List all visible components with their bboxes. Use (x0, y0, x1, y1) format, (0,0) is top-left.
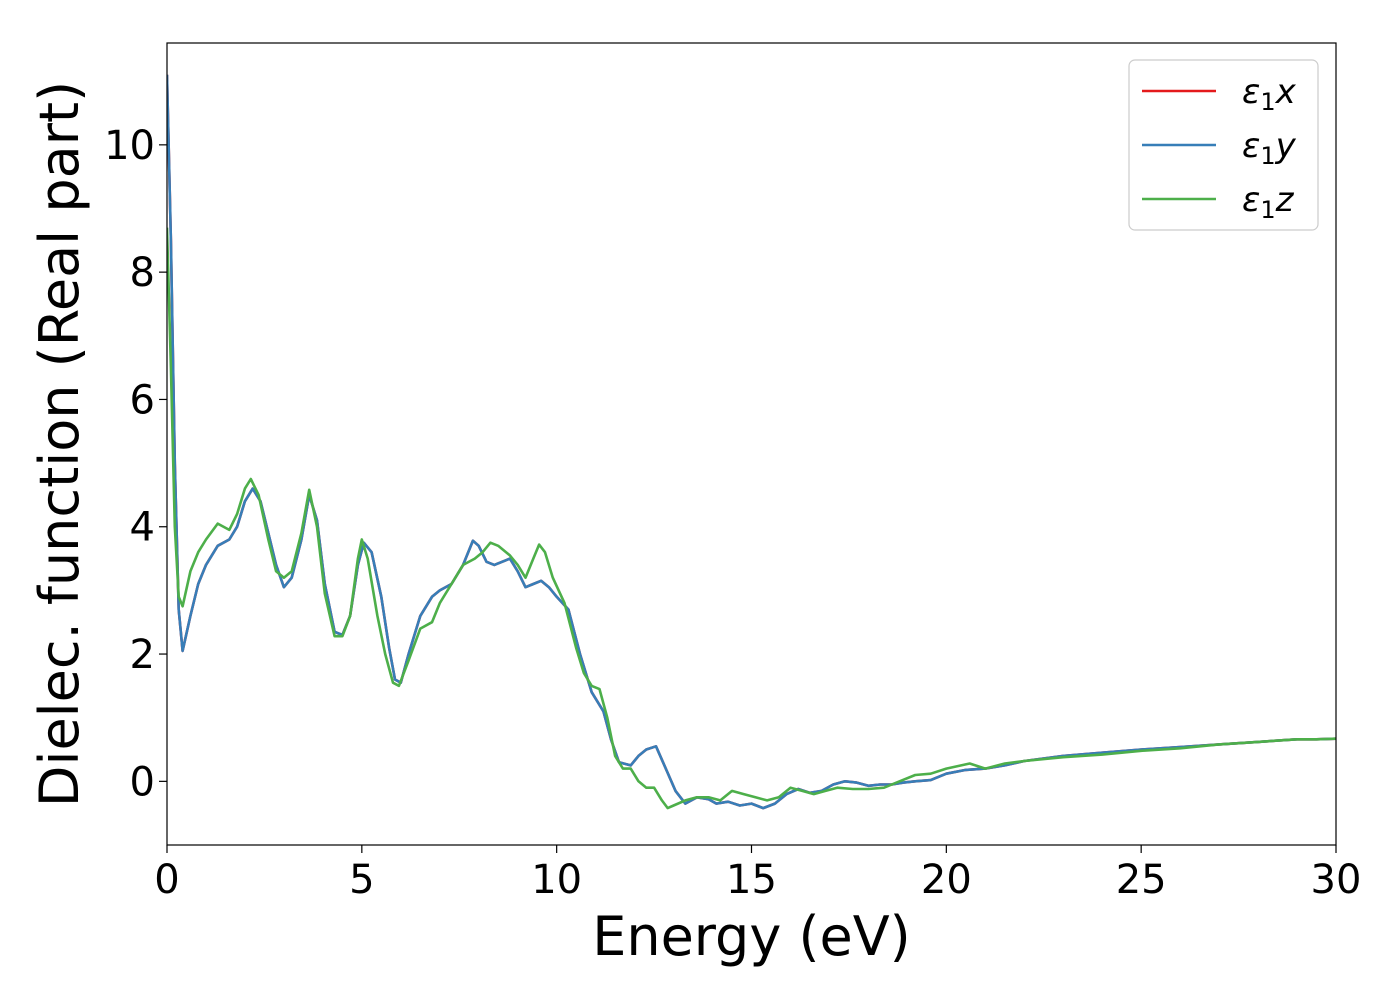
y-tick-label: 10 (104, 123, 155, 169)
legend-label-y: ε1y (1242, 126, 1297, 170)
y-tick-label: 2 (130, 632, 155, 678)
x-tick-label: 30 (1311, 857, 1362, 903)
y-tick-label: 8 (130, 250, 155, 296)
y-tick-label: 0 (130, 759, 155, 805)
x-tick-label: 10 (531, 857, 582, 903)
y-axis-title: Dielec. function (Real part) (28, 81, 91, 807)
x-tick-label: 20 (921, 857, 972, 903)
legend-box (1128, 59, 1319, 231)
series-layer (167, 74, 1336, 810)
x-axis-title: Energy (eV) (592, 905, 911, 968)
legend: ε1x ε1y ε1z (1128, 59, 1319, 231)
legend-label-z: ε1z (1242, 180, 1295, 224)
x-tick-label: 25 (1116, 857, 1167, 903)
series-line-y (167, 74, 1336, 810)
ticks-layer: 0 5 10 15 20 25 30 0 2 4 6 8 10 (104, 123, 1361, 903)
y-tick-label: 4 (130, 505, 155, 551)
x-tick-label: 0 (154, 857, 179, 903)
legend-label-x: ε1x (1242, 72, 1297, 116)
x-tick-label: 5 (349, 857, 374, 903)
x-tick-label: 15 (726, 857, 777, 903)
y-tick-label: 6 (130, 377, 155, 423)
series-line-z (167, 227, 1336, 810)
